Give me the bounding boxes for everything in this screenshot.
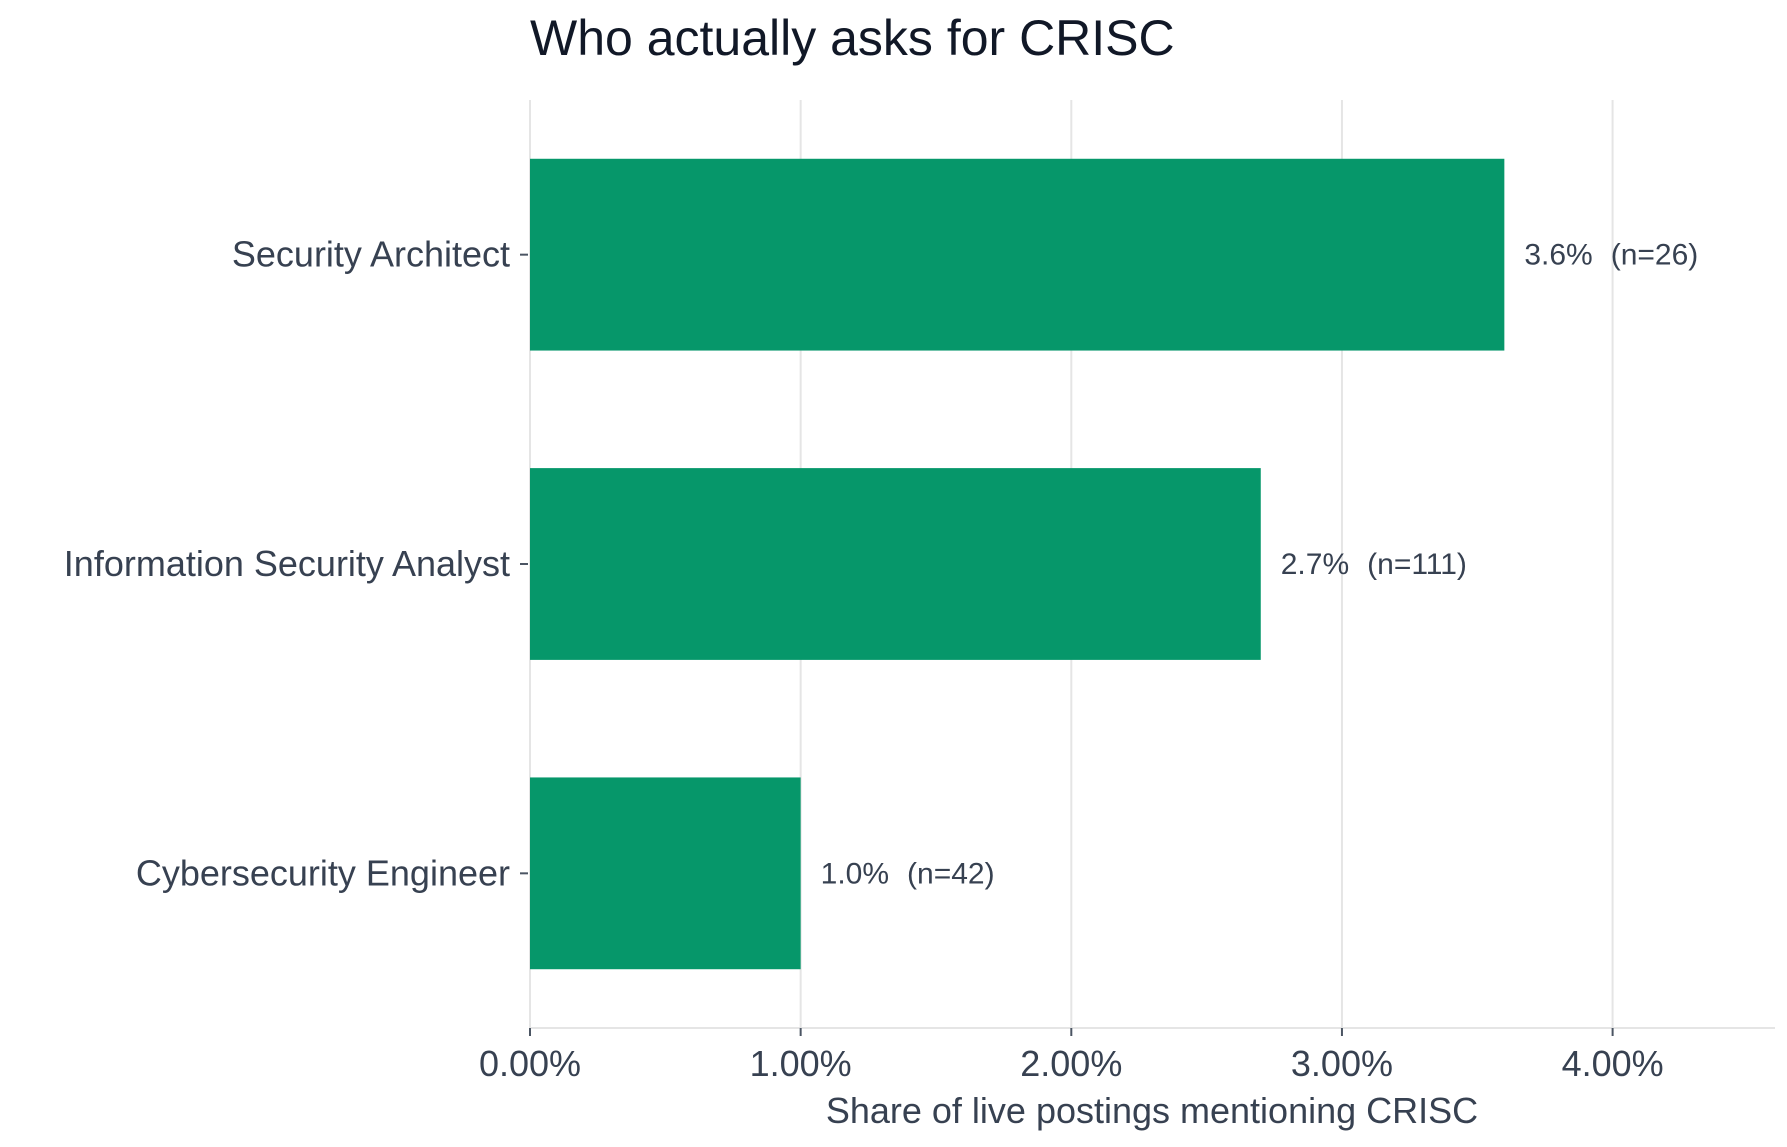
x-axis-title: Share of live postings mentioning CRISC [826, 1090, 1478, 1131]
y-axis: Security Architect Information Security A… [64, 234, 528, 893]
bar [530, 468, 1261, 660]
value-count: (n=42) [907, 857, 995, 890]
x-tick-label: 2.00% [1020, 1043, 1122, 1084]
value-percent: 1.0% [821, 857, 889, 890]
x-tick-label: 4.00% [1562, 1043, 1664, 1084]
x-tick-label: 3.00% [1291, 1043, 1393, 1084]
bar [530, 777, 801, 970]
value-percent: 3.6% [1524, 239, 1592, 272]
bars [530, 158, 1505, 970]
value-label: 3.6% (n=26) [1524, 239, 1698, 272]
x-axis: 0.00% 1.00% 2.00% 3.00% 4.00% [479, 1028, 1664, 1084]
value-count: (n=111) [1367, 548, 1467, 581]
value-percent: 2.7% [1281, 548, 1349, 581]
value-count: (n=26) [1611, 239, 1699, 272]
bar [530, 158, 1505, 351]
value-label: 1.0% (n=42) [821, 857, 995, 890]
category-label: Information Security Analyst [64, 543, 510, 584]
value-label: 2.7% (n=111) [1281, 548, 1467, 581]
x-tick-label: 0.00% [479, 1043, 581, 1084]
value-labels: 3.6% (n=26) 2.7% (n=111) 1.0% (n=42) [821, 239, 1699, 891]
chart-title: Who actually asks for CRISC [530, 10, 1175, 66]
x-tick-label: 1.00% [750, 1043, 852, 1084]
category-label: Security Architect [232, 234, 510, 275]
category-label: Cybersecurity Engineer [136, 852, 510, 893]
